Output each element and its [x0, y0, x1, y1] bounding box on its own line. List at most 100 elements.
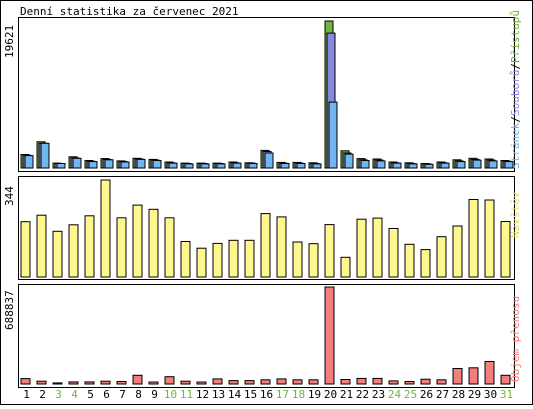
bar-pages-day-23 — [376, 160, 386, 169]
bar-visits-day-30 — [484, 199, 495, 278]
bar-kbytes-day-6 — [100, 380, 111, 385]
bar-pages-day-18 — [296, 163, 306, 169]
bar-visits-day-8 — [132, 204, 143, 278]
bar-kbytes-day-26 — [420, 378, 431, 385]
bar-visits-day-18 — [292, 241, 303, 278]
x-label-day-18: 18 — [292, 388, 305, 401]
bar-visits-day-24 — [388, 228, 399, 278]
x-label-day-27: 27 — [436, 388, 449, 401]
x-label-day-21: 21 — [340, 388, 353, 401]
legend-hits-files-pages: Stránek/Souborů/Přístupů — [509, 10, 522, 169]
x-label-day-14: 14 — [228, 388, 242, 401]
panel-kbytes — [18, 284, 515, 388]
bar-kbytes-day-20 — [324, 286, 335, 385]
bar-pages-day-7 — [120, 161, 130, 169]
bar-kbytes-day-8 — [132, 374, 143, 385]
x-label-day-16: 16 — [260, 388, 273, 401]
bar-kbytes-day-10 — [164, 376, 175, 385]
bar-visits-day-21 — [340, 256, 351, 278]
bar-visits-day-23 — [372, 217, 383, 278]
bar-visits-day-17 — [276, 216, 287, 278]
x-label-day-4: 4 — [71, 388, 78, 401]
x-label-day-10: 10 — [164, 388, 177, 401]
x-label-day-26: 26 — [420, 388, 433, 401]
legend-kbytes: Objem přenosu — [509, 296, 522, 382]
bar-pages-day-4 — [72, 157, 82, 169]
bar-visits-day-26 — [420, 249, 431, 278]
bar-kbytes-day-28 — [452, 368, 463, 385]
legend-files: Souborů — [509, 70, 522, 116]
bar-visits-day-11 — [180, 241, 191, 278]
bar-pages-day-22 — [360, 160, 370, 169]
bar-visits-day-31 — [500, 221, 511, 278]
bar-pages-day-13 — [216, 163, 226, 169]
max-label-kbytes: 688837 — [3, 290, 16, 330]
x-label-day-8: 8 — [135, 388, 142, 401]
x-label-day-19: 19 — [308, 388, 321, 401]
bar-pages-day-25 — [408, 163, 418, 169]
x-label-day-13: 13 — [212, 388, 225, 401]
bar-kbytes-day-22 — [356, 377, 367, 385]
x-label-day-5: 5 — [87, 388, 94, 401]
x-label-day-20: 20 — [324, 388, 337, 401]
legend-hits: Přístupů — [509, 10, 522, 63]
bar-visits-day-10 — [164, 217, 175, 278]
bar-kbytes-day-3 — [52, 382, 63, 385]
x-label-day-22: 22 — [356, 388, 369, 401]
bar-kbytes-day-25 — [404, 381, 415, 385]
bar-pages-day-6 — [104, 159, 114, 169]
bar-pages-day-27 — [440, 162, 450, 169]
bar-kbytes-day-24 — [388, 380, 399, 385]
bar-visits-day-3 — [52, 230, 63, 278]
x-label-day-29: 29 — [468, 388, 481, 401]
bar-pages-day-24 — [392, 162, 402, 169]
bar-pages-day-3 — [56, 163, 66, 169]
legend-separator-2: / — [509, 63, 522, 70]
bar-visits-day-20 — [324, 224, 335, 278]
bar-visits-day-9 — [148, 208, 159, 278]
bar-visits-day-25 — [404, 243, 415, 278]
bar-pages-day-15 — [248, 163, 258, 169]
bar-pages-day-26 — [424, 163, 434, 169]
bar-pages-day-12 — [200, 163, 210, 169]
bar-kbytes-day-16 — [260, 379, 271, 385]
bar-visits-day-22 — [356, 218, 367, 278]
bar-pages-day-16 — [264, 152, 274, 169]
bar-visits-day-29 — [468, 199, 479, 278]
bar-visits-day-27 — [436, 236, 447, 278]
bar-visits-day-12 — [196, 247, 207, 278]
bar-pages-day-1 — [24, 155, 34, 169]
bar-pages-day-17 — [280, 163, 290, 169]
bar-pages-day-19 — [312, 163, 322, 169]
x-axis-day-labels: 1 2 3 4 5 6 7 8 9 10 11 12 13 14 15 16 17 18 19 20 21 22 23 24 2… — [23, 388, 513, 401]
bar-pages-day-14 — [232, 162, 242, 169]
bar-visits-day-5 — [84, 215, 95, 278]
bar-pages-day-20 — [328, 101, 338, 169]
bar-pages-day-30 — [488, 160, 498, 169]
bar-visits-day-2 — [36, 214, 47, 278]
bar-kbytes-day-4 — [68, 381, 79, 385]
legend-pages: Stránek — [509, 122, 522, 169]
x-label-day-6: 6 — [103, 388, 110, 401]
bar-kbytes-day-9 — [148, 381, 159, 385]
bars-kbytes — [20, 286, 511, 385]
bar-kbytes-day-5 — [84, 381, 95, 385]
bar-pages-day-10 — [168, 162, 178, 169]
bar-pages-day-5 — [88, 161, 98, 169]
bar-visits-day-1 — [20, 221, 31, 278]
bar-pages-day-9 — [152, 160, 162, 169]
chart-title: Denní statistika za červenec 2021 — [20, 5, 239, 18]
bar-pages-day-28 — [456, 161, 466, 169]
bar-kbytes-day-17 — [276, 378, 287, 385]
bar-visits-day-19 — [308, 243, 319, 278]
bar-pages-day-21 — [344, 153, 354, 169]
panel-hits-files-pages — [18, 17, 515, 172]
bar-visits-day-16 — [260, 213, 271, 278]
bars-visits — [20, 179, 511, 278]
bar-kbytes-day-14 — [228, 380, 239, 385]
bar-pages-day-2 — [40, 142, 50, 169]
bar-kbytes-day-21 — [340, 379, 351, 385]
bar-kbytes-day-31 — [500, 374, 511, 385]
bar-kbytes-day-30 — [484, 361, 495, 385]
